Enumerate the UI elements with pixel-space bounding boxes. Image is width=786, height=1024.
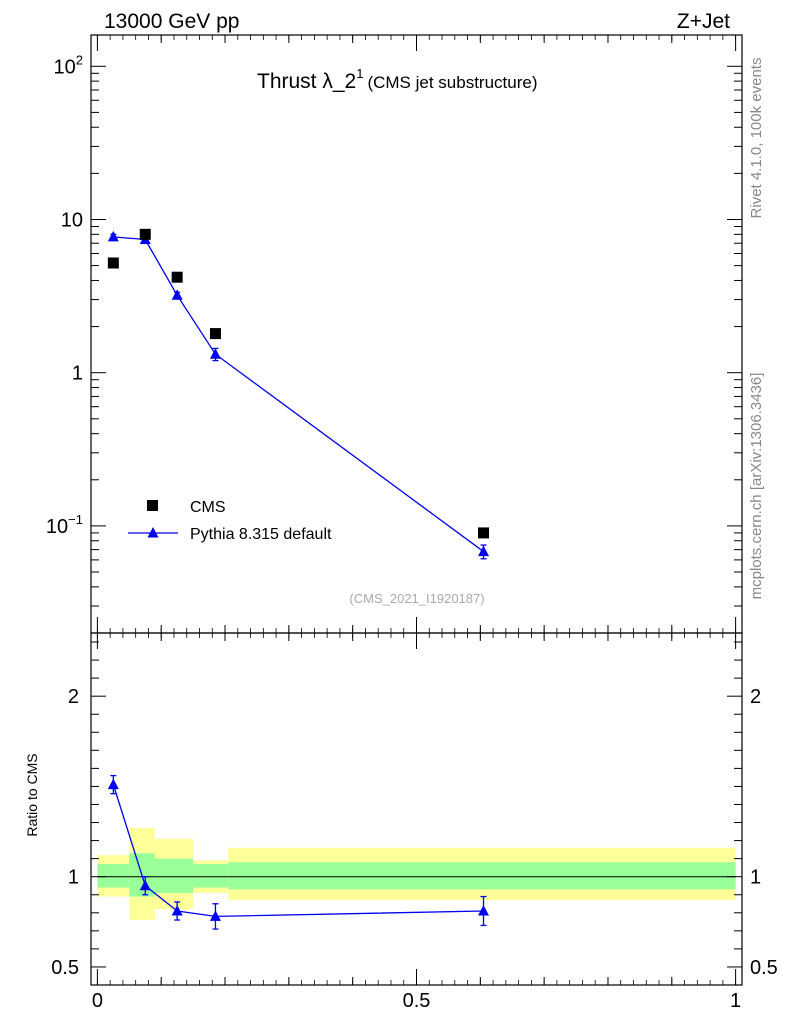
pythia-point [171,289,183,300]
ratio-y-tick-label-right: 1 [750,867,761,889]
y-tick-label: 10 [61,209,83,231]
uncertainty-band-inner [154,858,194,893]
ratio-y-tick-label-right: 2 [750,686,761,708]
analysis-label: (CMS_2021_I1920187) [349,591,484,606]
pythia-point [209,348,221,359]
ratio-y-tick-label-left: 1 [68,867,79,889]
cms-point [139,228,151,240]
pythia-point [478,545,490,557]
title-superscript: 1 [356,66,363,81]
pythia-line [113,236,484,553]
ratio-plot-frame [90,632,743,986]
legend-cms-label: CMS [190,499,226,516]
cms-point [209,328,221,340]
main-plot-frame [90,34,743,634]
uncertainty-band-inner [228,862,736,890]
title-subtitle: (CMS jet substructure) [367,73,537,92]
ratio-point [209,910,221,921]
legend-pythia-marker [147,527,159,538]
uncertainty-band-inner [97,864,130,888]
x-tick-label: 0 [92,990,103,1012]
ratio-plot-panel: 2 2 1 1 0.5 0.5 0 0.5 1 Ratio to CMS [24,632,778,1012]
plot-title: Thrust λ_21 (CMS jet substructure) [257,66,538,93]
ratio-y-tick-label-right: 0.5 [750,957,778,979]
mcplots-label: mcplots.cern.ch [arXiv:1306.3436] [748,373,765,600]
legend-pythia-label: Pythia 8.315 default [190,526,332,543]
ratio-y-tick-label-left: 2 [68,686,79,708]
ratio-point [107,778,119,790]
cms-point [171,271,183,283]
y-tick-label: 10−1 [46,512,83,538]
x-tick-label: 1 [730,990,741,1012]
ratio-y-tick-label-left: 0.5 [51,957,79,979]
process-label: Z+Jet [677,10,730,33]
cms-point [107,257,119,269]
y-tick-label: 102 [54,52,83,78]
pythia-point [107,230,119,242]
ratio-point [171,904,183,916]
title-main: Thrust λ_2 [257,70,356,93]
y-tick-label: 1 [72,363,83,385]
ratio-axis-label: Ratio to CMS [24,753,40,836]
uncertainty-band-inner [193,864,229,888]
energy-label: 13000 GeV pp [104,10,239,33]
rivet-label: Rivet 4.1.0, 100k events [748,58,765,219]
legend-cms-marker [147,500,158,511]
cms-point [478,527,490,539]
ratio-point [478,904,490,916]
legend: CMS Pythia 8.315 default [128,499,332,543]
ratio-point [139,879,151,891]
x-tick-label: 0.5 [403,990,431,1012]
